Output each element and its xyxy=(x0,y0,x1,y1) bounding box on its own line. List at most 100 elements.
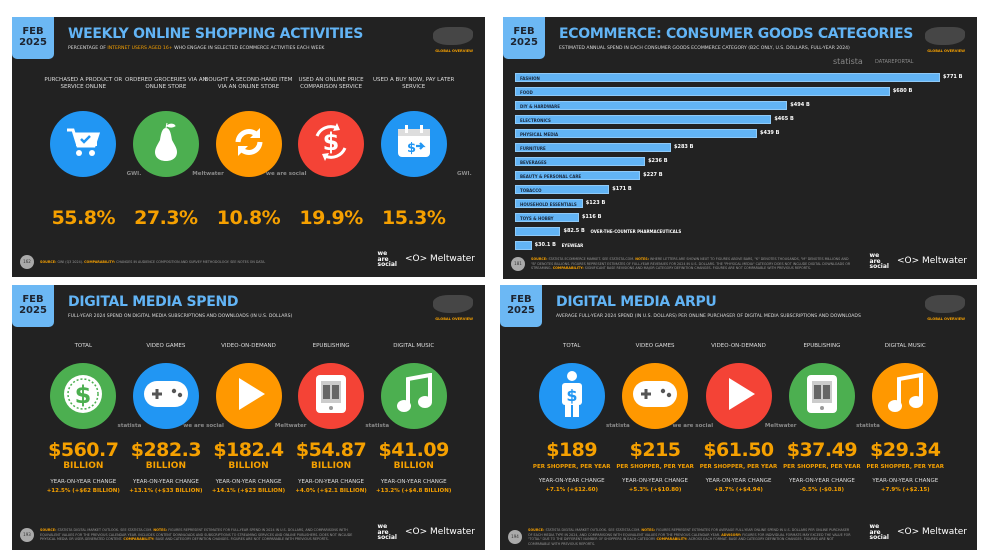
footnote-comp: SIGNIFICANT BASE REVISIONS AND MAJOR CAT… xyxy=(584,266,811,271)
logo-word: are xyxy=(377,528,389,536)
yoy-change: +7.9% (+$2.15) xyxy=(880,487,930,493)
bar-label: DIY & HARDWARE xyxy=(520,103,560,109)
meltwater-name: Meltwater xyxy=(922,527,967,538)
stat-unit: PER SHOPPER, PER YEAR xyxy=(699,464,778,470)
subtitle-text: AVERAGE FULL-YEAR 2024 SPEND (IN U.S. DO… xyxy=(556,314,861,319)
bar-value: $236 B xyxy=(648,158,668,164)
yoy-label: YEAR-ON-YEAR CHANGE xyxy=(50,479,117,485)
footnote-adv-label: ADVISORY: xyxy=(721,532,742,537)
world-map-icon xyxy=(433,27,473,45)
footnote-adv: FIGURES FOR INDIVIDUAL FORMATS MAY EXCEE… xyxy=(528,532,851,542)
bar-beverages: BEVERAGES xyxy=(515,157,646,166)
we-are-social-logo: we are social xyxy=(378,251,397,268)
logo-word: are xyxy=(869,257,881,265)
yoy-change: +13.2% (+$4.8 BILLION) xyxy=(376,488,452,494)
region-label: GLOBAL OVERVIEW xyxy=(435,49,473,53)
date-badge: FEB 2025 xyxy=(500,285,542,327)
bar-value: $227 B xyxy=(643,172,663,178)
meltwater-mark-icon: <O> xyxy=(896,527,920,538)
bar-label: FASHION xyxy=(520,75,540,81)
bar-electronics: ELECTRONICS xyxy=(515,115,772,124)
date-year: 2025 xyxy=(19,305,47,316)
partner-mark: GWI. xyxy=(126,171,142,177)
world-map-icon xyxy=(925,27,965,45)
logo-word: social xyxy=(869,263,889,270)
date-badge: FEB 2025 xyxy=(12,17,54,59)
bar-value: $171 B xyxy=(612,186,632,192)
yoy-change: +12.5% (+$62 BILLION) xyxy=(46,488,120,494)
slide-2: FEB 2025 ECOMMERCE: CONSUMER GOODS CATEGOR… xyxy=(503,17,977,279)
slide-title: DIGITAL MEDIA ARPU xyxy=(556,294,717,310)
bar-label: FURNITURE xyxy=(520,145,546,151)
stat-value: $189 xyxy=(546,439,598,461)
slide-footer: 162 SOURCE: GWI (Q3 2024). COMPARABILITY:… xyxy=(20,255,360,269)
stat-column: DIGITAL MUSIC $41.09 BILLION YEAR-ON-YEAR C… xyxy=(370,343,458,494)
gamepad-icon xyxy=(142,379,190,413)
stat-label: EPUBLISHING xyxy=(803,343,841,349)
logo-word: we xyxy=(869,252,880,259)
stat-column: BOUGHT A SECOND-HAND ITEM VIA AN ONLINE … xyxy=(205,77,307,229)
stat-unit: BILLION xyxy=(228,461,269,471)
ebook-reader-circle xyxy=(298,363,365,429)
icon-area: GWI. xyxy=(39,111,141,177)
footnote-source: STATISTA DIGITAL MARKET OUTLOOK. SEE STA… xyxy=(545,528,641,532)
footnote-comp-label: COMPARABILITY: xyxy=(552,266,584,271)
date-month: FEB xyxy=(22,294,44,305)
footnote-source: STATISTA DIGITAL MARKET OUTLOOK. SEE STA… xyxy=(57,528,153,533)
slide-3: FEB 2025 DIGITAL MEDIA SPEND FULL-YEAR 2024… xyxy=(12,285,485,550)
stat-value: 19.9% xyxy=(299,207,363,229)
icon-area: we are social xyxy=(205,111,307,177)
meltwater-name: Meltwater xyxy=(430,254,475,265)
stat-column: USED AN ONLINE PRICE COMPARISON SERVICE $… xyxy=(287,77,375,229)
date-badge: FEB 2025 xyxy=(12,285,54,327)
play-circle xyxy=(215,363,282,429)
meltwater-name: Meltwater xyxy=(430,527,475,538)
logo-word: we xyxy=(377,523,388,530)
stat-unit: BILLION xyxy=(393,461,434,471)
stat-value: 27.3% xyxy=(134,207,198,229)
partner-mark: Meltwater xyxy=(192,171,224,177)
icon-area: Meltwater xyxy=(205,363,307,429)
subtitle-text: PERCENTAGE OF xyxy=(68,46,108,51)
logo-word: are xyxy=(869,528,881,536)
footnote-comp-label: COMPARABILITY: xyxy=(123,537,155,542)
stat-unit: PER SHOPPER, PER YEAR xyxy=(532,464,611,470)
logo-word: we xyxy=(377,250,388,257)
slide-footer: 193 SOURCE: STATISTA DIGITAL MARKET OUTLO… xyxy=(20,528,360,542)
stat-value: $560.7 xyxy=(48,439,119,461)
source-note: SOURCE: GWI (Q3 2024). COMPARABILITY: CH… xyxy=(40,260,265,265)
slide-footer: 194 SOURCE: STATISTA DIGITAL MARKET OUTLO… xyxy=(508,528,852,546)
icon-area: statista xyxy=(287,363,389,429)
partner-mark: statista xyxy=(365,423,390,429)
bar-label: OVER-THE-COUNTER PHARMACEUTICALS xyxy=(590,229,682,234)
source-note: SOURCE: STATISTA ECOMMERCE MARKET. SEE S… xyxy=(531,257,852,271)
footnote-source-label: SOURCE: xyxy=(40,528,57,533)
meltwater-logo: <O> Meltwater xyxy=(405,527,475,537)
recycle-arrows-circle xyxy=(215,111,282,177)
footnote-comp: ACROSS EACH FORMAT. BASE AND CATEGORY DE… xyxy=(528,537,834,546)
partner-mark: Meltwater xyxy=(764,423,797,429)
stat-value: 55.8% xyxy=(51,207,116,229)
bar-physical-media: PHYSICAL MEDIA xyxy=(515,129,757,138)
icon-area: we are social xyxy=(122,363,224,429)
slide-subtitle: PERCENTAGE OF INTERNET USERS AGED 16+ WH… xyxy=(68,46,324,51)
bar-label: BEVERAGES xyxy=(520,159,547,165)
icon-area: $ GWI. xyxy=(370,111,472,177)
logo-word: are xyxy=(377,255,389,263)
stat-value: 10.8% xyxy=(216,207,281,229)
recycle-arrows-icon xyxy=(230,123,268,165)
footnote-source: GWI (Q3 2024). xyxy=(57,259,84,264)
stat-value: $37.49 xyxy=(786,439,858,461)
yoy-change: +13.1% (+$33 BILLION) xyxy=(129,488,203,494)
pear-circle xyxy=(132,111,199,177)
bar-household-essentials: HOUSEHOLD ESSENTIALS xyxy=(515,199,583,208)
bar-fashion: FASHION xyxy=(515,73,940,82)
meltwater-mark-icon: <O> xyxy=(896,256,920,267)
yoy-label: YEAR-ON-YEAR CHANGE xyxy=(380,479,447,485)
bar-over-the-counter-pharmaceuticals xyxy=(515,227,561,236)
partner-mark: we are social xyxy=(672,423,714,429)
bar-value: $30.1 B xyxy=(534,242,556,248)
slide-1: FEB 2025 WEEKLY ONLINE SHOPPING ACTIVITIES… xyxy=(12,17,485,277)
stat-label: USED AN ONLINE PRICE COMPARISON SERVICE xyxy=(298,77,364,90)
stat-unit: BILLION xyxy=(145,461,186,471)
